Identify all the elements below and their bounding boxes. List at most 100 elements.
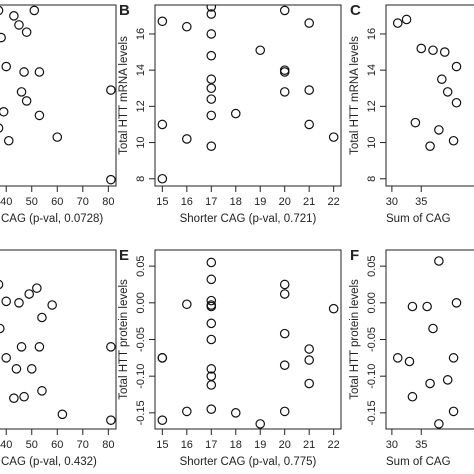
data-point	[279, 406, 290, 417]
x-tick-label: 35	[415, 439, 427, 451]
data-point	[34, 110, 45, 121]
data-point	[255, 45, 266, 56]
data-point	[1, 353, 12, 363]
y-tick-label: 8	[366, 176, 378, 182]
panel-a: 40 50 60 70 80 CAG (p-val, 0.0728)	[0, 4, 117, 225]
y-tick-label: 14	[135, 64, 147, 76]
data-point	[0, 279, 4, 290]
data-point	[0, 106, 9, 117]
y-tick-label: -0.05	[135, 327, 147, 352]
x-tick-label: 60	[51, 196, 63, 208]
data-point	[34, 342, 45, 352]
data-point	[206, 404, 217, 414]
data-point	[206, 364, 217, 374]
data-point	[304, 378, 314, 389]
data-points	[0, 5, 116, 185]
data-point	[21, 27, 32, 37]
x-tick-label: 16	[181, 439, 193, 451]
data-point	[448, 406, 459, 417]
data-point	[437, 74, 447, 85]
data-point	[425, 378, 435, 389]
data-point	[29, 5, 40, 16]
data-point	[14, 298, 24, 308]
data-point	[328, 132, 339, 142]
plot-frame	[154, 4, 342, 187]
y-tick-label: -0.15	[135, 400, 147, 425]
data-point	[14, 20, 24, 30]
data-point	[206, 274, 217, 285]
x-tick-label: 21	[303, 196, 315, 208]
data-point	[206, 50, 217, 61]
data-point	[425, 141, 435, 151]
data-point	[11, 364, 22, 374]
x-tick-label: 15	[156, 196, 168, 208]
data-point	[106, 342, 116, 352]
data-point	[0, 323, 5, 334]
data-point	[442, 87, 453, 97]
data-point	[37, 312, 47, 323]
x-tick-label: 50	[26, 439, 38, 451]
data-point	[157, 173, 168, 184]
data-point	[404, 356, 415, 367]
x-tick-label: 20	[279, 439, 291, 451]
data-point	[106, 415, 116, 425]
x-tick-label: 80	[102, 439, 114, 451]
data-point	[279, 289, 290, 299]
data-point	[451, 298, 462, 308]
data-point	[304, 119, 314, 130]
data-point	[428, 323, 438, 334]
data-point	[279, 360, 290, 370]
data-point	[157, 119, 168, 130]
data-point	[206, 334, 217, 345]
x-tick-label: 21	[303, 439, 315, 451]
data-point	[448, 353, 459, 363]
x-tick-label: 70	[77, 439, 89, 451]
panel-f: 30 35 -0.15 -0.10 -0.05 0.00 0.05 Sum of CAG Tot…	[349, 247, 474, 468]
panel-letter: C	[350, 2, 361, 19]
data-point	[230, 408, 241, 418]
data-point	[9, 393, 19, 403]
y-tick-label: 14	[366, 64, 378, 76]
plot-frame	[385, 249, 474, 430]
x-tick-label: 17	[205, 439, 217, 451]
y-tick-label: -0.10	[366, 364, 378, 389]
data-point	[26, 364, 37, 374]
panel-d: 40 50 60 70 80 CAG (p-val, 0.432)	[0, 249, 117, 468]
data-point	[206, 318, 217, 329]
panel-b: 15 16 17 18 19 20 21 22 8 10 12 14 16 Shorter CAG (p-…	[118, 2, 342, 225]
data-points	[392, 14, 462, 151]
data-point	[182, 406, 192, 417]
data-point	[279, 5, 290, 16]
panel-e: 15 16 17 18 19 20 21 22 -0.15 -0.10 -0.05 0.00 0.05 S…	[118, 247, 342, 468]
x-tick-label: 18	[230, 439, 242, 451]
data-point	[451, 97, 462, 108]
data-point	[16, 87, 27, 97]
data-point	[206, 141, 217, 151]
x-tick-label: 17	[205, 196, 217, 208]
data-point	[328, 303, 339, 314]
data-point	[448, 135, 459, 146]
data-point	[439, 47, 450, 57]
data-point	[206, 380, 217, 390]
data-point	[392, 353, 403, 363]
data-point	[0, 32, 6, 43]
y-tick-label: 8	[135, 176, 147, 182]
data-point	[157, 415, 168, 425]
data-point	[21, 96, 32, 106]
x-axis-title: Shorter CAG (p-val, 0.775)	[180, 456, 317, 468]
data-point	[434, 419, 444, 429]
x-tick-label: 35	[415, 196, 427, 208]
data-point	[57, 409, 68, 420]
x-tick-label: 18	[230, 196, 242, 208]
data-point	[442, 375, 453, 385]
data-point	[0, 123, 4, 133]
plot-frame	[154, 249, 342, 430]
panel-letter: B	[119, 2, 130, 19]
y-tick-label: 0.00	[366, 292, 378, 313]
plot-frame	[385, 4, 474, 187]
y-tick-label: 16	[366, 28, 378, 40]
data-point	[47, 300, 57, 310]
data-point	[206, 301, 217, 312]
x-tick-label: 15	[156, 439, 168, 451]
